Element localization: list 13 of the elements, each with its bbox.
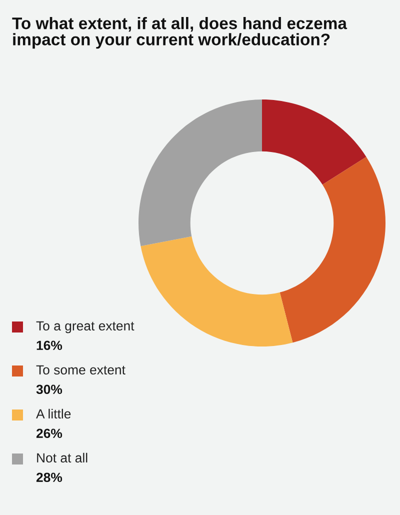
legend-label: To some extent <box>36 365 126 375</box>
data-label: 28% <box>36 472 62 482</box>
chart-title: To what extent, if at all, does hand eczema impact on your current work/education? <box>12 17 348 49</box>
donut-slice <box>140 236 293 346</box>
data-label: 26% <box>36 428 62 438</box>
donut-slice <box>262 100 366 185</box>
legend-label: Not at all <box>37 452 88 463</box>
donut-slice <box>280 156 386 343</box>
legend-label: To a great extent <box>36 321 134 334</box>
data-label: 16% <box>36 340 62 350</box>
data-label: 30% <box>36 384 62 394</box>
legend-label: A little <box>36 408 71 419</box>
donut-slice <box>138 100 262 246</box>
